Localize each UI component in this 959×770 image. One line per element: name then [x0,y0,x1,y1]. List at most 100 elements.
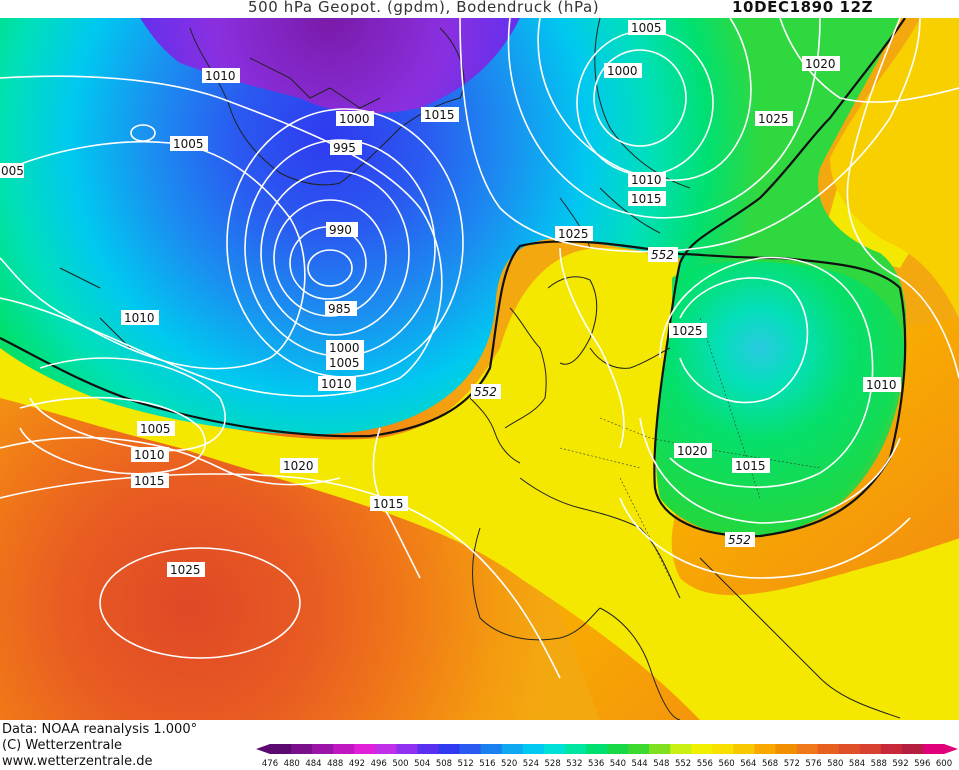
svg-text:552: 552 [651,248,674,262]
colorbar-swatch [838,744,861,754]
isobar-label: 1005 [170,136,208,151]
colorbar-swatch [901,744,924,754]
colorbar-swatch [564,744,587,754]
isobar-label: 1015 [732,458,770,473]
isobar-label: 1010 [202,68,240,83]
colorbar-swatch [754,744,776,754]
svg-text:552: 552 [474,385,497,399]
colorbar-swatch [459,744,482,754]
colorbar-tick-label: 556 [697,759,713,768]
colorbar-tick-label: 600 [936,759,952,768]
isobar-label: 1005 [137,421,175,436]
colorbar-swatch [312,744,334,754]
colorbar-tick-label: 480 [284,759,300,768]
svg-text:005: 005 [1,164,24,178]
geopot-label: 552 [471,384,501,399]
svg-text:1005: 1005 [631,21,662,35]
isobar-label: 1000 [336,111,374,126]
colorbar-tick-label: 588 [871,759,887,768]
isobar-label: 990 [326,222,358,237]
svg-text:1015: 1015 [134,474,165,488]
colorbar-legend: 476 480 484 488 492 496 500 504 508 512 516 520 524 5… [256,744,958,768]
weather-map: 1005 1000 1010 1015 1020 1005 1025 1000 … [0,18,959,720]
isobar-label: 1020 [280,458,318,473]
colorbar-tick-label: 500 [392,759,408,768]
svg-text:1025: 1025 [758,112,789,126]
colorbar-tick-label: 484 [305,759,321,768]
colorbar-swatch [501,744,524,754]
colorbar-swatch [480,744,503,754]
colorbar-swatch [922,744,945,754]
copyright-credit: (C) Wetterzentrale [2,738,123,753]
geopot-label: 552 [725,532,755,547]
isobar-label: 1015 [131,473,169,488]
colorbar-swatch [270,744,292,754]
isobar-label: 1000 [604,63,642,78]
colorbar-tick-labels: 476 480 484 488 492 496 500 504 508 512 516 520 524 5… [262,759,952,768]
map-canvas: 1005 1000 1010 1015 1020 1005 1025 1000 … [0,18,959,720]
svg-text:1015: 1015 [424,108,455,122]
colorbar-tick-label: 492 [349,759,365,768]
isobar-label: 1025 [167,562,205,577]
colorbar-tick-label: 516 [479,759,495,768]
colorbar-swatch [543,744,566,754]
svg-text:995: 995 [333,141,356,155]
colorbar-swatch [438,744,461,754]
colorbar-tick-label: 576 [805,759,821,768]
svg-text:1025: 1025 [558,227,589,241]
colorbar-swatch [817,744,840,754]
svg-text:1010: 1010 [631,173,662,187]
isobar-labels: 1005 1000 1010 1015 1020 1005 1025 1000 … [0,20,901,577]
colorbar-swatch [354,744,376,754]
colorbar-swatch [733,744,755,754]
chart-title: 500 hPa Geopot. (gpdm), Bodendruck (hPa) [248,0,600,16]
svg-text:1000: 1000 [329,341,360,355]
isobar-label: 1010 [863,377,901,392]
geopotential-labels: 552 552 552 [471,247,755,547]
colorbar-tick-label: 592 [892,759,908,768]
isobar-label: 1010 [121,310,159,325]
svg-text:1010: 1010 [124,311,155,325]
isobar-label: 005 [0,163,24,178]
svg-text:1015: 1015 [735,459,766,473]
colorbar-swatch [796,744,819,754]
colorbar-tick-label: 504 [414,759,430,768]
svg-text:1010: 1010 [134,448,165,462]
isobar-label: 1000 [326,340,364,355]
colorbar-swatch [333,744,355,754]
isobar-label: 985 [325,301,357,316]
header: 500 hPa Geopot. (gpdm), Bodendruck (hPa)… [0,0,959,18]
colorbar-swatch [607,744,629,754]
isobar-label: 1025 [555,226,593,241]
website-credit: www.wetterzentrale.de [2,754,153,769]
isobar-label: 1015 [421,107,459,122]
svg-text:1020: 1020 [677,444,708,458]
colorbar-swatch [859,744,882,754]
geopot-label: 552 [648,247,678,262]
polar-vortex-field [140,18,520,114]
svg-text:1005: 1005 [140,422,171,436]
colorbar-tick-label: 564 [740,759,756,768]
isobar-label: 1005 [628,20,666,35]
colorbar-swatch [291,744,313,754]
colorbar-swatch [712,744,734,754]
svg-text:1020: 1020 [283,459,314,473]
colorbar-tick-label: 524 [523,759,539,768]
svg-text:990: 990 [329,223,352,237]
colorbar-swatch [375,744,397,754]
colorbar-swatches [256,744,958,754]
colorbar-swatch [775,744,798,754]
svg-text:1020: 1020 [805,57,836,71]
east-trough-field [655,261,905,536]
svg-text:1025: 1025 [672,324,703,338]
colorbar-swatch [417,744,439,754]
colorbar-swatch [670,744,692,754]
colorbar-swatch [880,744,903,754]
isobar-label: 1015 [628,191,666,206]
isobars [0,18,959,679]
colorbar-tick-label: 596 [914,759,930,768]
isobar-label: 1005 [326,355,364,370]
isobar-label: 1025 [755,111,793,126]
svg-text:1025: 1025 [170,563,201,577]
svg-text:1010: 1010 [205,69,236,83]
